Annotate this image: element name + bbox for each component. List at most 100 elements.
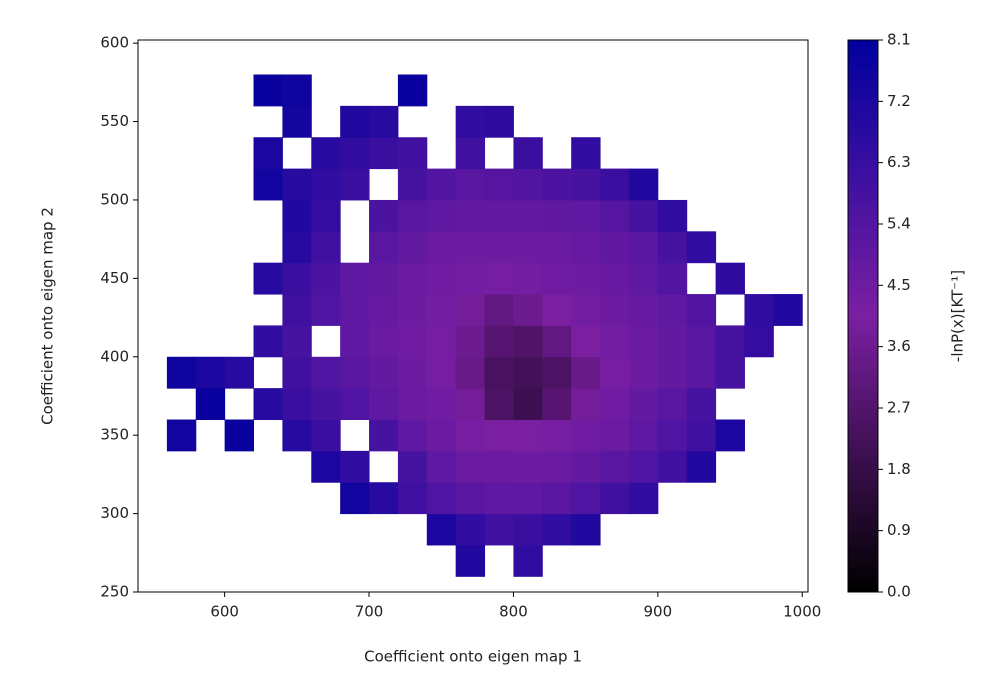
heatmap-cell	[571, 137, 601, 170]
heatmap-cell	[600, 388, 630, 420]
heatmap-cell	[195, 388, 226, 420]
heatmap-cell	[484, 168, 514, 201]
y-tick-label: 450	[100, 269, 129, 287]
heatmap-cell	[542, 231, 572, 264]
heatmap-cell	[513, 294, 543, 326]
heatmap-cell	[311, 168, 341, 201]
heatmap-cell	[455, 544, 486, 577]
y-tick-label: 250	[100, 583, 129, 601]
heatmap-cell	[340, 482, 370, 515]
heatmap-cell	[484, 482, 514, 515]
heatmap-cell	[657, 419, 688, 452]
heatmap-cell	[657, 325, 688, 358]
heatmap-cell	[340, 294, 370, 326]
heatmap-cell	[282, 294, 312, 326]
heatmap-cell	[369, 356, 399, 389]
heatmap-cell	[311, 231, 341, 264]
heatmap-cell	[426, 262, 457, 295]
heatmap-cell	[542, 356, 572, 389]
heatmap-cell	[340, 168, 370, 201]
y-tick-label: 550	[100, 112, 129, 130]
heatmap-cell	[542, 294, 572, 326]
heatmap-cell	[397, 294, 428, 326]
heatmap-cell	[513, 199, 543, 232]
heatmap-cell	[426, 482, 457, 515]
heatmap-cell	[455, 199, 486, 232]
heatmap-cell	[455, 513, 486, 546]
heatmap-cell	[397, 388, 428, 420]
heatmap-cell	[397, 231, 428, 264]
heatmap-cell	[571, 199, 601, 232]
heatmap-cell	[657, 356, 688, 389]
heatmap-cell	[628, 419, 659, 452]
heatmap-cell	[455, 262, 486, 295]
heatmap-cell	[455, 231, 486, 264]
heatmap-cell	[513, 544, 543, 577]
heatmap-cell	[253, 137, 283, 170]
heatmap-cell	[311, 450, 341, 483]
heatmap-cell	[542, 199, 572, 232]
heatmap-cell	[369, 325, 399, 358]
heatmap-cell	[600, 419, 630, 452]
heatmap-cell	[628, 231, 659, 264]
heatmap-cell	[253, 74, 283, 107]
heatmap-cell	[311, 356, 341, 389]
heatmap-cell	[513, 231, 543, 264]
heatmap-cell	[657, 199, 688, 232]
heatmap-cell	[311, 388, 341, 420]
heatmap-cell	[426, 294, 457, 326]
heatmap-cell	[513, 419, 543, 452]
heatmap-cell	[195, 356, 226, 389]
heatmap-cell	[513, 356, 543, 389]
heatmap-cell	[600, 294, 630, 326]
heatmap-cell	[340, 356, 370, 389]
colorbar-tick-label: 0.9	[887, 521, 911, 539]
heatmap-cell	[455, 168, 486, 201]
colorbar-tick-label: 6.3	[887, 153, 911, 171]
heatmap-cell	[253, 262, 283, 295]
heatmap-cell	[311, 199, 341, 232]
heatmap-cell	[282, 74, 312, 107]
heatmap-cell	[426, 325, 457, 358]
heatmap-cell	[455, 419, 486, 452]
heatmap-cell	[426, 168, 457, 201]
heatmap-cell	[166, 419, 197, 452]
heatmap-cell	[282, 325, 312, 358]
heatmap-cell	[628, 199, 659, 232]
heatmap-cell	[513, 482, 543, 515]
heatmap-cell	[340, 137, 370, 170]
heatmap-cell	[542, 262, 572, 295]
heatmap-cell	[628, 262, 659, 295]
y-tick-label: 300	[100, 504, 129, 522]
heatmap-cell	[571, 231, 601, 264]
heatmap-cell	[282, 356, 312, 389]
heatmap-cell	[513, 325, 543, 358]
x-axis-label: Coefficient onto eigen map 1	[364, 648, 582, 666]
heatmap-cell	[571, 168, 601, 201]
heatmap-cell	[600, 231, 630, 264]
heatmap-cell	[369, 231, 399, 264]
heatmap-cell	[397, 262, 428, 295]
heatmap-cell	[369, 388, 399, 420]
heatmap-cell	[224, 356, 255, 389]
heatmap-cell	[369, 105, 399, 138]
heatmap-cell	[311, 137, 341, 170]
heatmap-cell	[686, 231, 717, 264]
heatmap-cell	[513, 513, 543, 546]
heatmap-cell	[166, 356, 197, 389]
heatmap-cell	[397, 419, 428, 452]
heatmap-cell	[715, 262, 745, 295]
heatmap-cell	[484, 199, 514, 232]
heatmap-cell	[686, 325, 717, 358]
heatmap-cell	[282, 199, 312, 232]
heatmap-cell	[311, 262, 341, 295]
heatmap-cell	[571, 482, 601, 515]
heatmap-cell	[311, 294, 341, 326]
heatmap-cell	[715, 419, 745, 452]
heatmap-cell	[397, 356, 428, 389]
heatmap-cell	[484, 231, 514, 264]
x-tick-label: 700	[355, 603, 384, 621]
heatmap-cell	[311, 419, 341, 452]
heatmap-cell	[484, 294, 514, 326]
heatmap-cell	[686, 388, 717, 420]
